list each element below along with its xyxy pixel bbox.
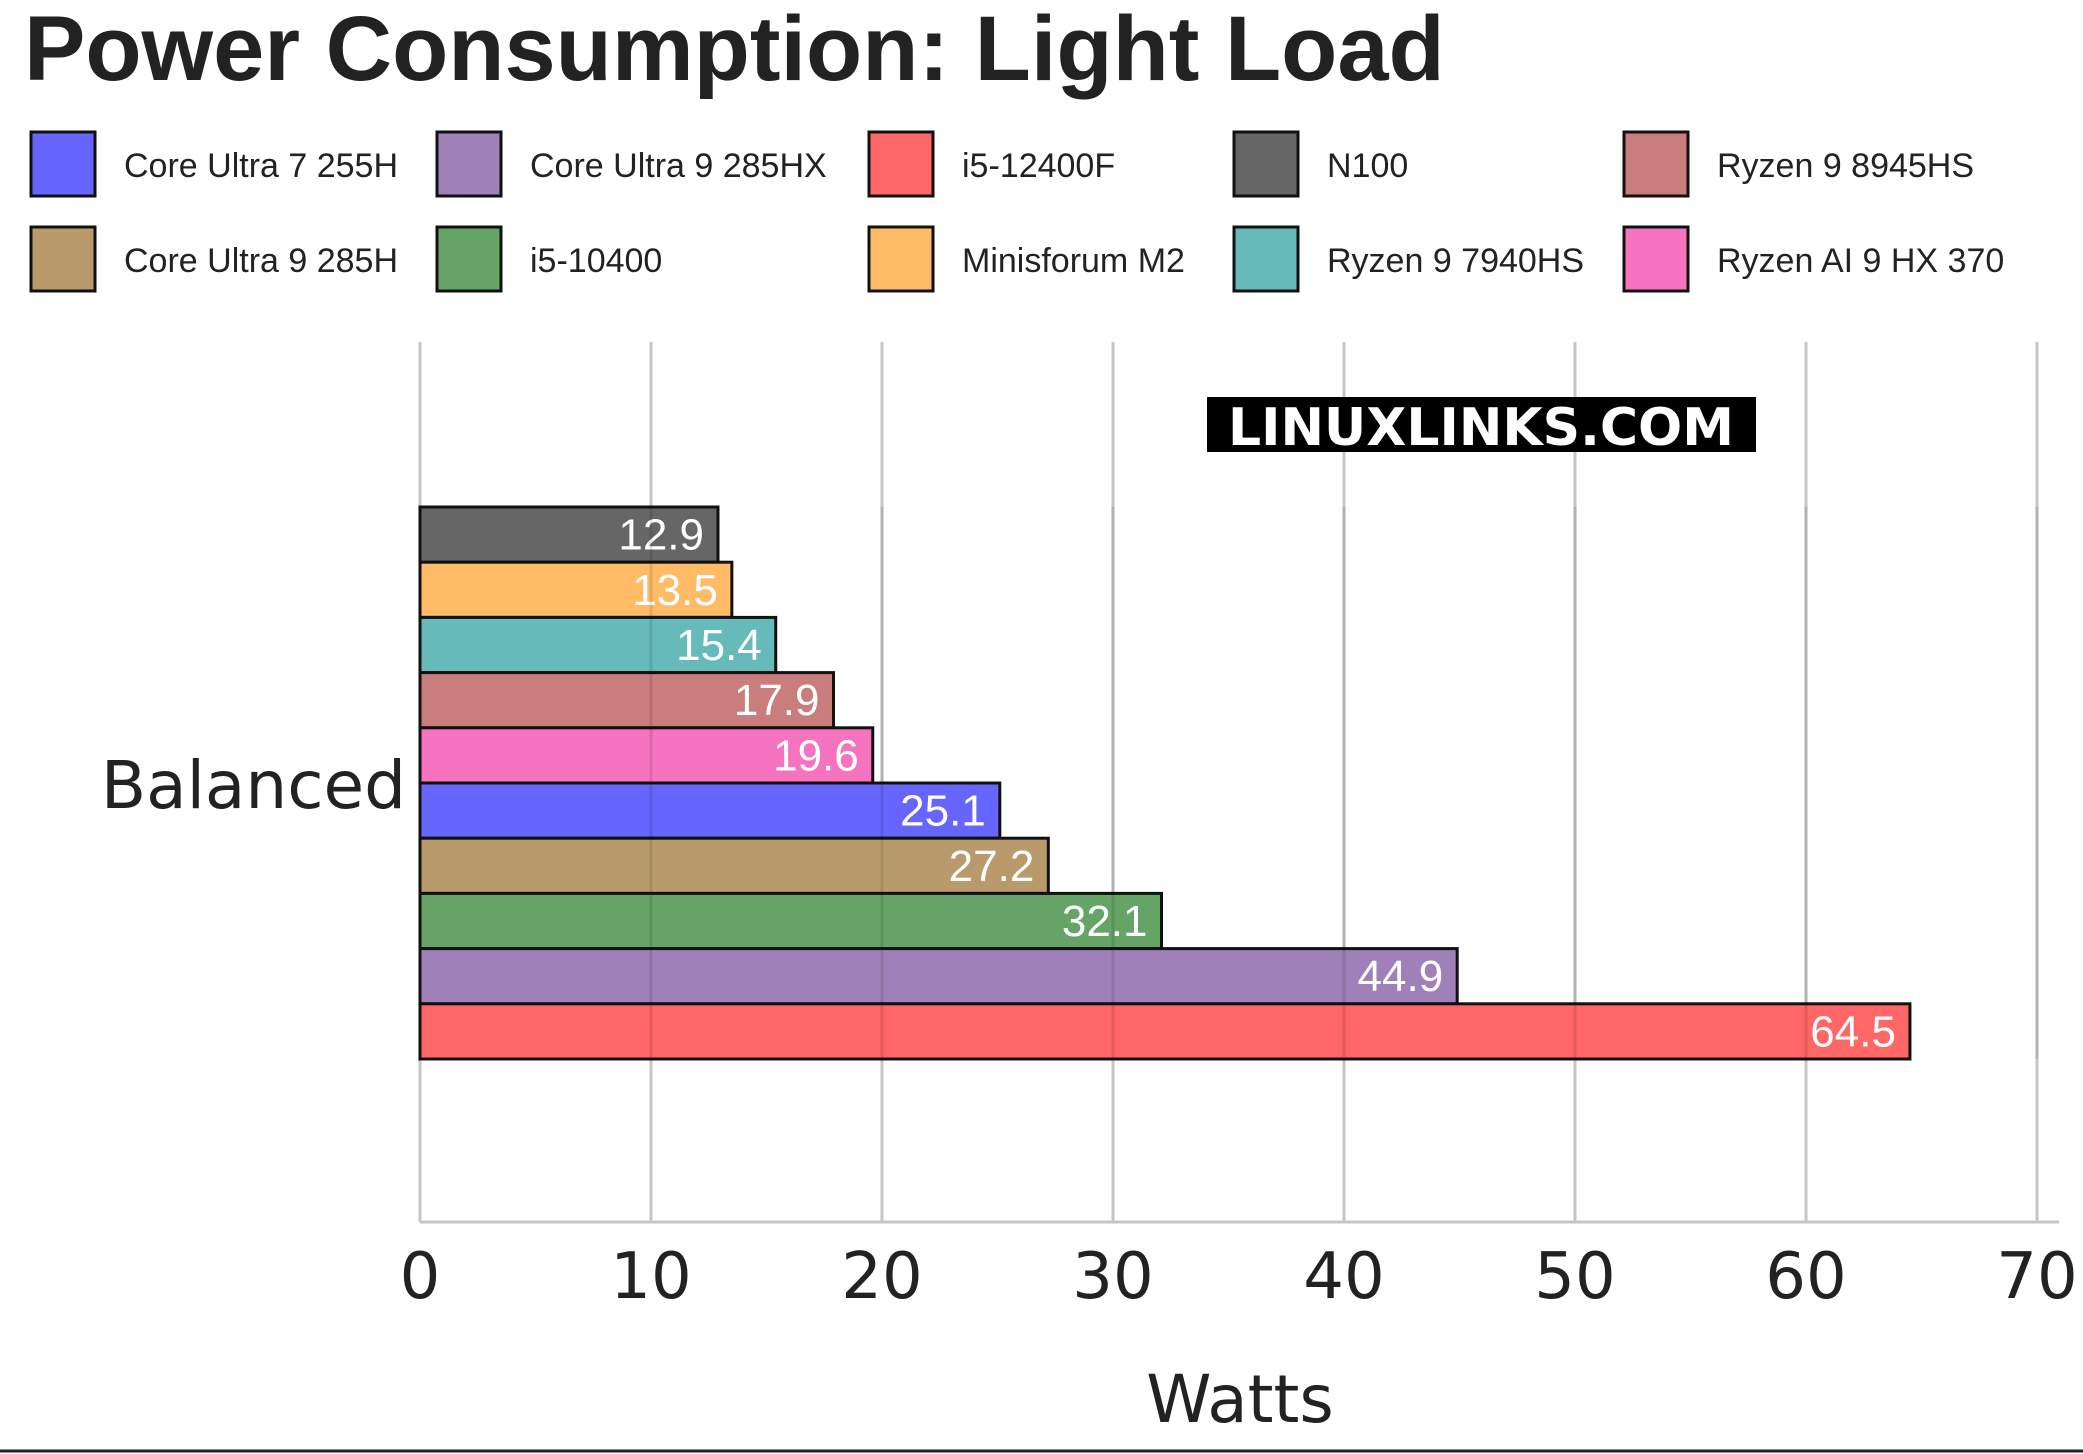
legend-label-n100: N100: [1327, 147, 1408, 185]
chart-bars: 12.9 13.5 15.4 17.9 19.6 25.1 27.2 32.1 44.9 64.5: [418, 505, 2039, 1061]
x-tick-label-4: 40: [1303, 1240, 1384, 1314]
legend-swatch-i5-10400: [435, 225, 503, 293]
legend-swatch-core-ultra-9-285h: [29, 225, 97, 293]
bar-label-core-ultra-9-285hx: 44.9: [1358, 952, 1444, 1001]
bar-label-i5-10400: 32.1: [1062, 897, 1148, 946]
bar-label-n100: 12.9: [618, 511, 704, 560]
bar-label-ryzen-ai-9-hx-370: 19.6: [773, 731, 859, 780]
linuxlinks-watermark: LINUXLINKS.COM: [1207, 397, 1756, 458]
x-tick-label-3: 30: [1072, 1240, 1153, 1314]
legend-swatch-i5-12400f: [867, 130, 935, 198]
legend-label-core-ultra-9-285h: Core Ultra 9 285H: [124, 242, 398, 280]
legend-label-core-ultra-7-255h: Core Ultra 7 255H: [124, 147, 398, 185]
legend-label-ryzen-ai-9-hx-370: Ryzen AI 9 HX 370: [1717, 242, 2004, 280]
legend-label-ryzen-9-7940hs: Ryzen 9 7940HS: [1327, 242, 1584, 280]
legend-label-minisforum-m2: Minisforum M2: [962, 242, 1185, 280]
chart-title: Power Consumption: Light Load: [24, 0, 1445, 100]
x-tick-label-1: 10: [610, 1240, 691, 1314]
chart-legend: Core Ultra 7 255H Core Ultra 9 285HX i5-12…: [29, 130, 2004, 293]
legend-swatch-minisforum-m2: [867, 225, 935, 293]
legend-swatch-core-ultra-7-255h: [29, 130, 97, 198]
bar-core-ultra-9-285hx: [418, 947, 1459, 1006]
x-tick-label-7: 70: [1996, 1240, 2077, 1314]
bar-label-minisforum-m2: 13.5: [632, 566, 718, 615]
legend-swatch-core-ultra-9-285hx: [435, 130, 503, 198]
legend-label-i5-12400f: i5-12400F: [962, 147, 1115, 185]
x-tick-label-6: 60: [1765, 1240, 1846, 1314]
bar-label-core-ultra-9-285h: 27.2: [949, 842, 1035, 891]
bar-label-i5-12400f: 64.5: [1810, 1007, 1896, 1056]
bar-core-ultra-7-255h: [418, 781, 1002, 840]
bar-i5-10400: [418, 891, 1164, 951]
bar-ryzen-9-7940hs: [418, 615, 778, 675]
bar-core-ultra-9-285h: [418, 836, 1050, 895]
watermark-text: LINUXLINKS.COM: [1228, 398, 1734, 458]
x-axis: 0 10 20 30 40 50 60 70: [400, 1220, 2078, 1314]
x-tick-label-5: 50: [1534, 1240, 1615, 1314]
bar-i5-12400f: [418, 1002, 1912, 1061]
x-tick-label-0: 0: [400, 1240, 441, 1314]
legend-label-ryzen-9-8945hs: Ryzen 9 8945HS: [1717, 147, 1974, 185]
bar-n100: [418, 505, 720, 564]
bar-label-core-ultra-7-255h: 25.1: [900, 787, 986, 836]
legend-swatch-ryzen-9-8945hs: [1622, 130, 1690, 198]
bar-label-ryzen-9-7940hs: 15.4: [676, 621, 762, 670]
x-axis-label: Watts: [1146, 1361, 1334, 1438]
legend-label-core-ultra-9-285hx: Core Ultra 9 285HX: [530, 147, 827, 185]
x-tick-label-2: 20: [841, 1240, 922, 1314]
y-category-label: Balanced: [101, 747, 406, 824]
legend-swatch-ryzen-9-7940hs: [1232, 225, 1300, 293]
legend-label-i5-10400: i5-10400: [530, 242, 662, 280]
watermark-background: [1207, 397, 1756, 452]
bar-label-ryzen-9-8945hs: 17.9: [734, 676, 820, 725]
legend-swatch-ryzen-ai-9-hx-370: [1622, 225, 1690, 293]
legend-swatch-n100: [1232, 130, 1300, 198]
bar-ryzen-9-8945hs: [418, 671, 835, 730]
